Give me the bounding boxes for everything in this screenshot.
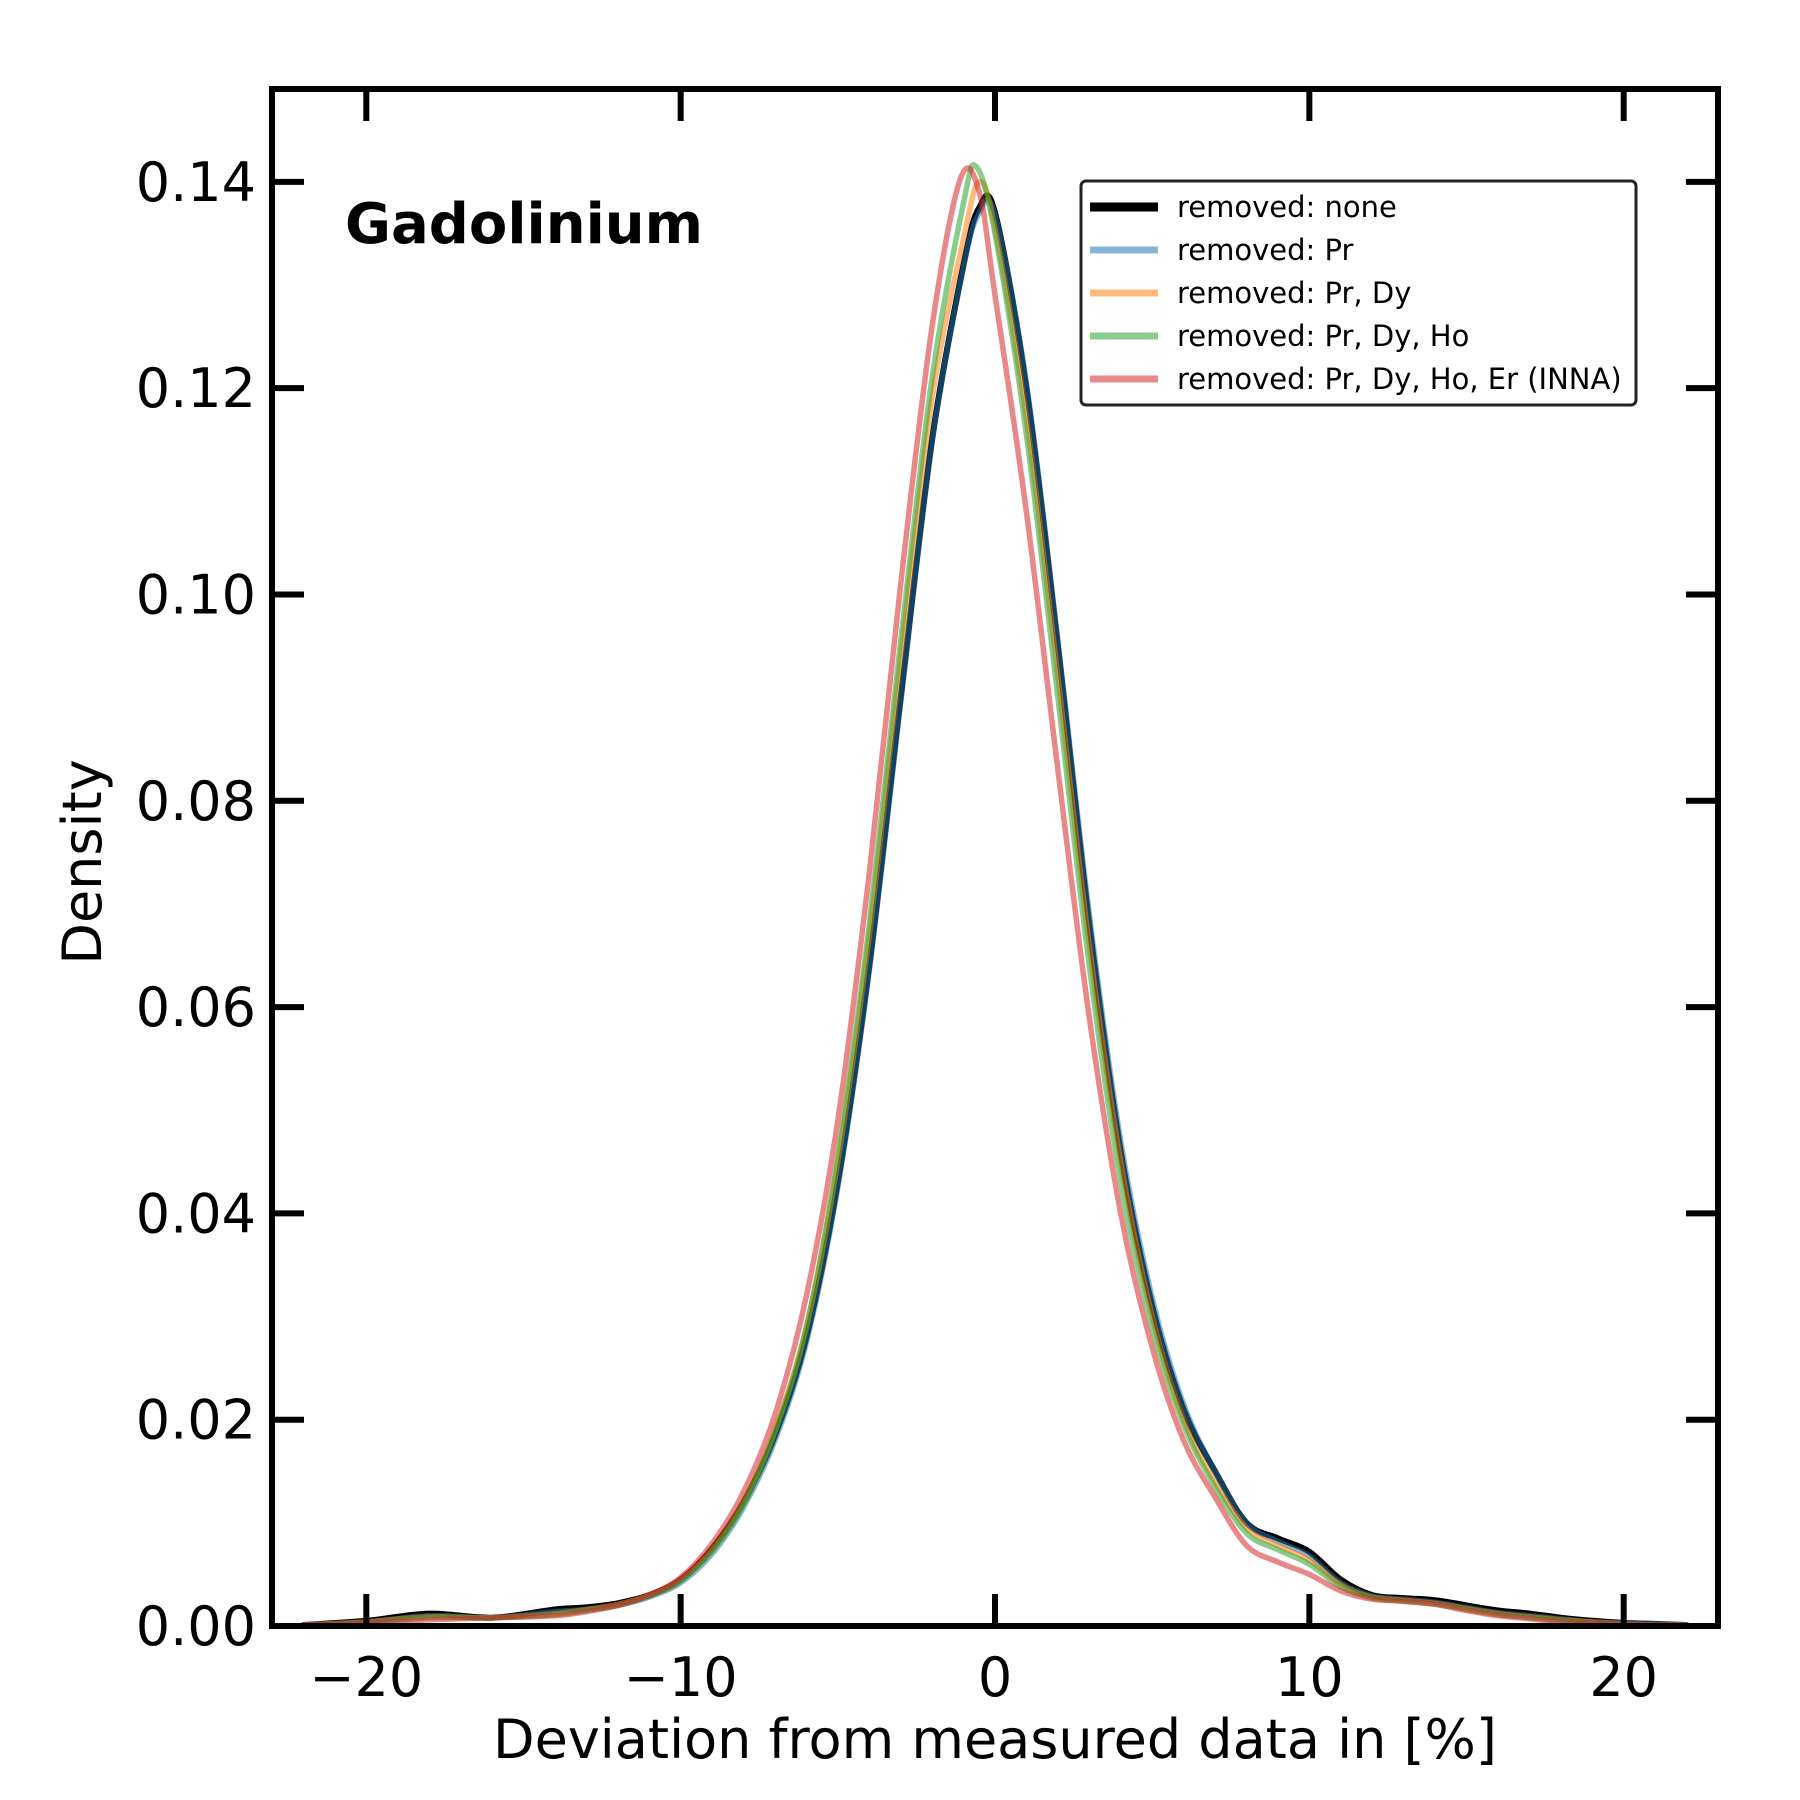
y-tick-label: 0.04	[136, 1182, 256, 1245]
x-tick-label: 0	[978, 1646, 1012, 1709]
y-tick-label: 0.06	[136, 976, 256, 1039]
series-line-5	[300, 165, 1690, 1628]
legend-label-3: removed: Pr, Dy	[1177, 276, 1411, 310]
y-tick-label: 0.08	[136, 770, 256, 833]
x-tick-label: 10	[1275, 1646, 1344, 1709]
x-tick-label: −20	[309, 1646, 423, 1709]
y-tick-label: 0.12	[136, 357, 256, 420]
y-tick-label: 0.02	[136, 1389, 256, 1452]
legend-box	[1079, 179, 1638, 407]
legend-label-5: removed: Pr, Dy, Ho, Er (INNA)	[1177, 362, 1622, 396]
x-tick-label: −10	[624, 1646, 738, 1709]
tick-marks	[272, 89, 1718, 1629]
chart-annotation: Gadolinium	[345, 192, 703, 257]
legend-label-2: removed: Pr	[1177, 233, 1353, 267]
x-tick-label: 20	[1589, 1646, 1658, 1709]
legend-label-1: removed: none	[1177, 190, 1397, 224]
y-tick-label: 0.10	[136, 563, 256, 626]
legend: removed: none removed: Pr removed: Pr, Dy r…	[1079, 179, 1638, 407]
series-line-1	[300, 192, 1690, 1628]
x-axis-label: Deviation from measured data in [%]	[493, 1708, 1497, 1771]
density-curves	[300, 162, 1690, 1628]
y-tick-label: 0.14	[136, 151, 256, 214]
tick-labels: −20 −10 0 10 20 0.00 0.02 0.04 0.06 0.08 0.10 0.12 0…	[136, 151, 1658, 1709]
y-axis-label: Density	[51, 759, 114, 964]
plot-frame	[269, 86, 1721, 1629]
legend-label-4: removed: Pr, Dy, Ho	[1177, 319, 1469, 353]
y-tick-label: 0.00	[136, 1595, 256, 1658]
series-line-2	[300, 196, 1690, 1628]
